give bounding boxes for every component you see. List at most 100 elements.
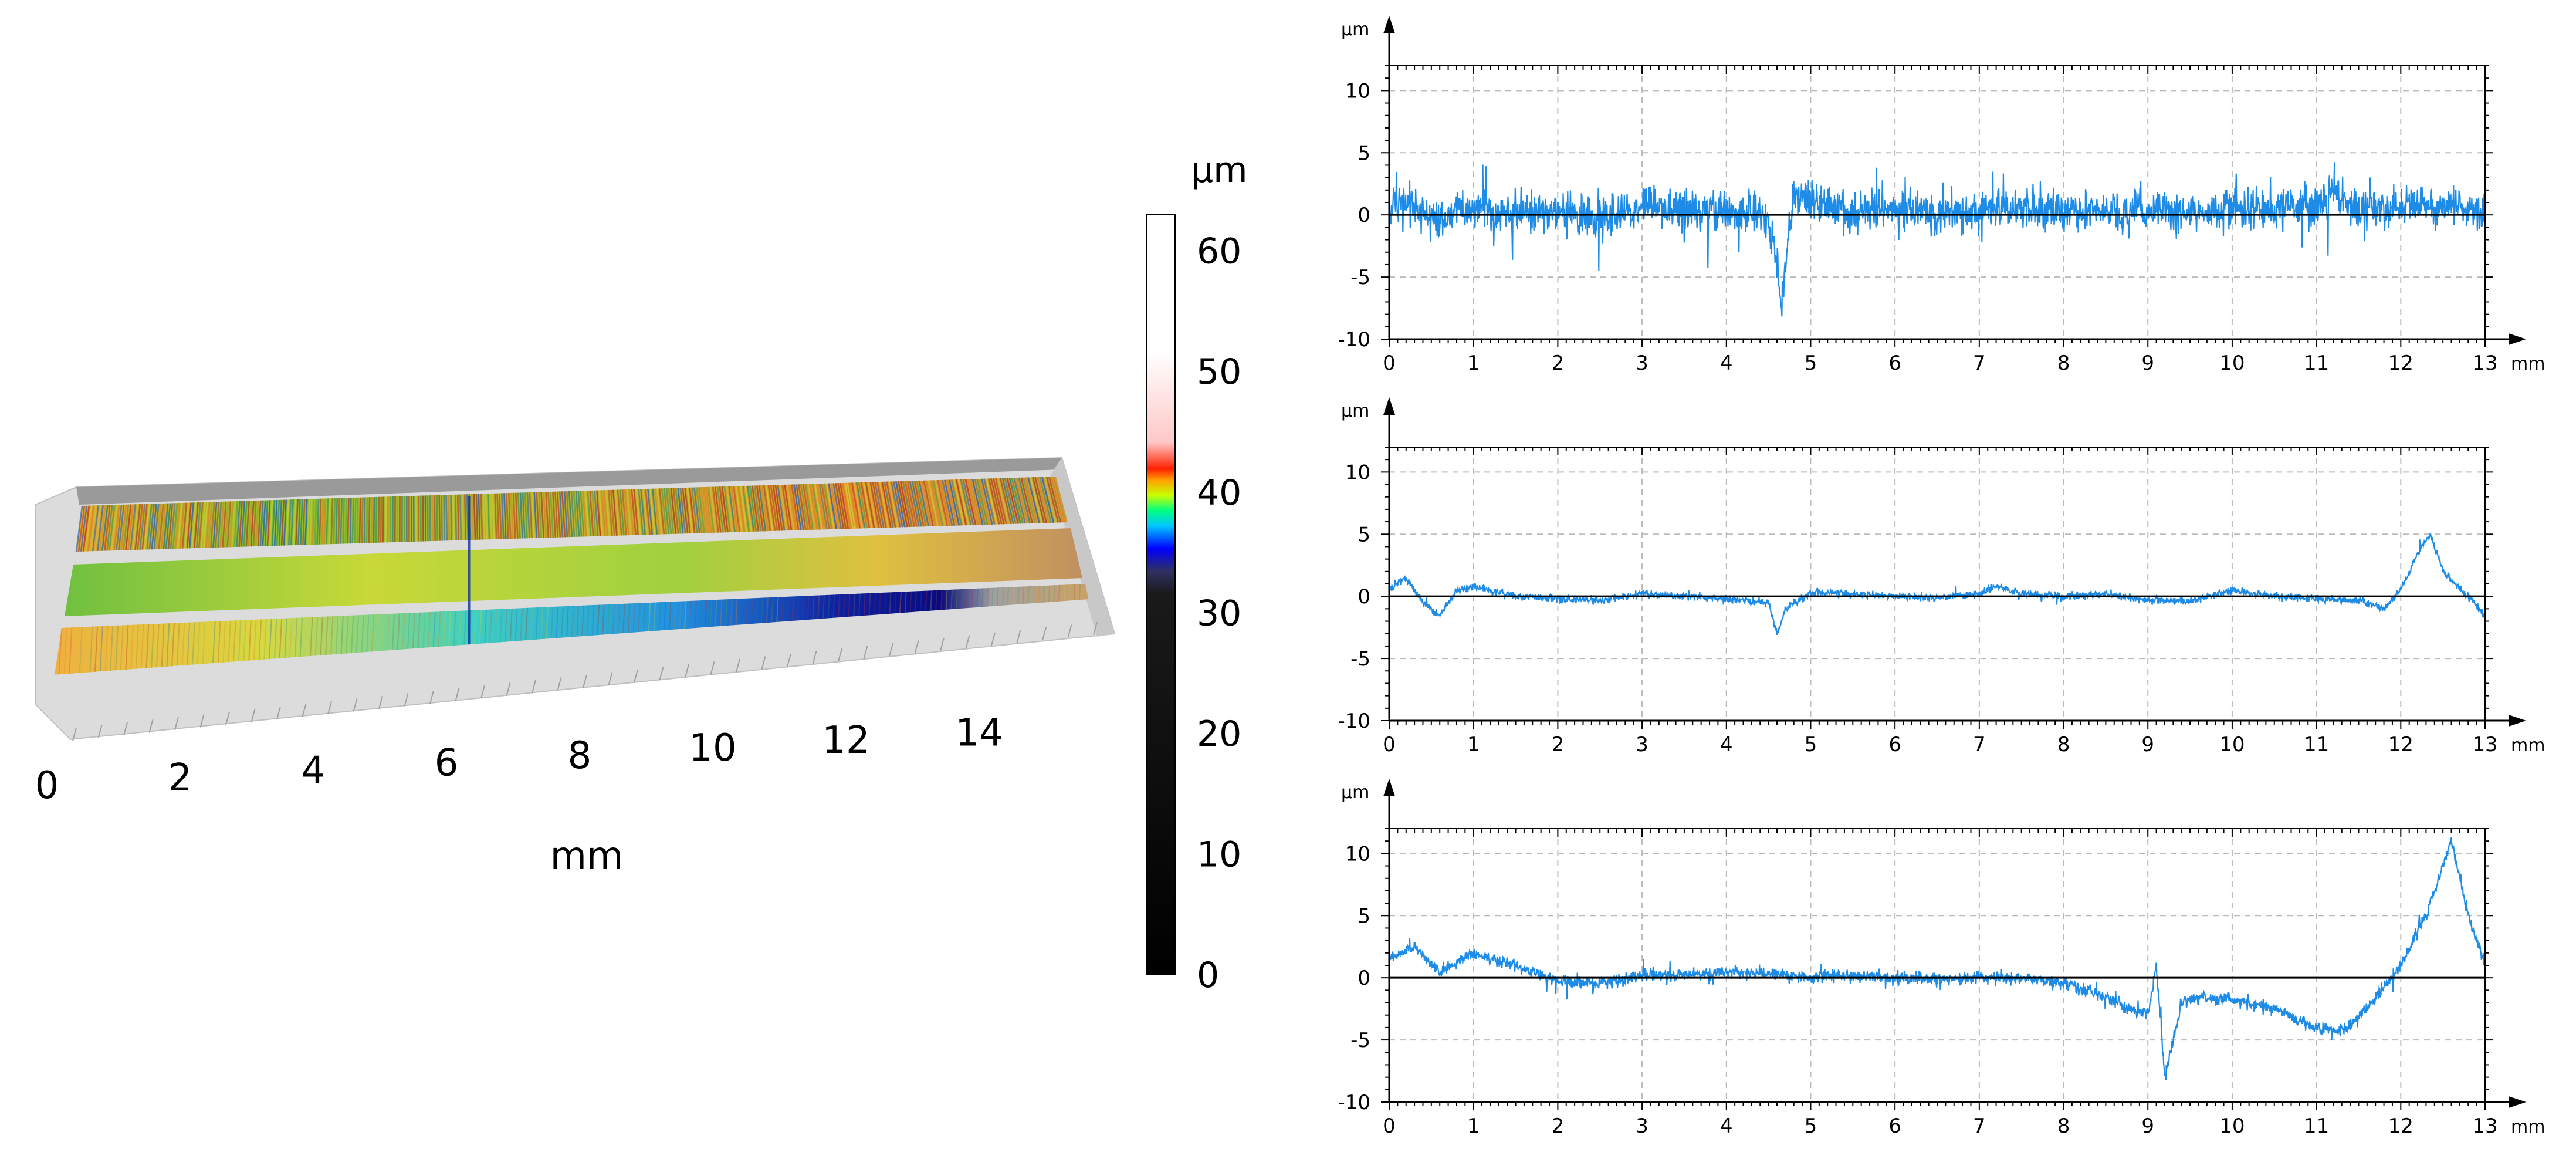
x-tick-label: 4 <box>1720 1114 1733 1138</box>
x-tick-label: 10 <box>2219 352 2245 375</box>
surface-3d-view: 0 2 4 6 8 10 12 14 mm <box>35 457 1116 878</box>
y-axis-arrow <box>1383 16 1395 33</box>
x-tick-label: 8 <box>2057 1114 2070 1138</box>
x-tick-label: 9 <box>2141 1114 2154 1138</box>
colorbar-tick-label: 60 <box>1197 231 1241 272</box>
surface-x-tick-label: 0 <box>35 764 59 807</box>
surface-x-tick-label: 2 <box>168 756 192 800</box>
x-tick-label: 1 <box>1467 352 1480 375</box>
x-axis-arrow <box>2509 333 2526 345</box>
x-tick-label: 2 <box>1552 1114 1565 1138</box>
y-axis-label: µm <box>1341 401 1369 421</box>
y-tick-label: -10 <box>1338 1091 1370 1114</box>
colorbar-unit: µm <box>1191 150 1248 191</box>
x-tick-label: 10 <box>2219 733 2245 756</box>
plot-area <box>1389 829 2485 1102</box>
x-axis-label: mm <box>2511 354 2545 374</box>
x-tick-label: 1 <box>1467 1114 1480 1138</box>
surface-right-wall <box>1050 458 1115 637</box>
x-tick-label: 12 <box>2388 352 2413 375</box>
y-tick-label: -10 <box>1338 328 1370 352</box>
surface-x-tick-label: 10 <box>689 727 736 770</box>
colorbar-tick-label: 20 <box>1197 714 1241 755</box>
y-tick-label: 0 <box>1358 585 1370 609</box>
surface-back-wall <box>76 458 1062 505</box>
x-tick-label: 2 <box>1552 352 1565 375</box>
colorbar-tick-label: 50 <box>1197 352 1241 393</box>
y-axis-arrow <box>1383 779 1395 796</box>
x-tick-label: 2 <box>1552 733 1565 756</box>
profile-line <box>1389 837 2486 1080</box>
x-tick-label: 10 <box>2219 1114 2245 1138</box>
surface-x-tick-label: 4 <box>302 749 326 792</box>
x-tick-label: 6 <box>1888 1114 1901 1138</box>
y-tick-label: 5 <box>1358 523 1370 546</box>
y-axis-label: µm <box>1341 19 1369 40</box>
x-tick-label: 0 <box>1383 1114 1396 1138</box>
y-tick-label: 5 <box>1358 141 1370 165</box>
x-tick-label: 9 <box>2141 352 2154 375</box>
x-tick-label: 12 <box>2388 733 2413 756</box>
x-tick-label: 3 <box>1636 733 1648 756</box>
x-axis-arrow <box>2509 1096 2526 1108</box>
y-tick-label: 5 <box>1358 904 1370 928</box>
x-axis-label: mm <box>2511 1117 2545 1137</box>
x-tick-label: 3 <box>1636 1114 1648 1138</box>
y-tick-label: -5 <box>1350 266 1370 289</box>
colorbar-ticks: 0 10 20 30 40 50 60 <box>1197 231 1241 996</box>
x-tick-label: 11 <box>2304 352 2329 375</box>
x-tick-label: 6 <box>1888 352 1901 375</box>
x-tick-label: 11 <box>2304 1114 2329 1138</box>
surface-x-unit: mm <box>550 834 624 878</box>
colorbar-scale <box>1146 214 1176 975</box>
y-axis-label: µm <box>1341 782 1369 803</box>
x-tick-label: 9 <box>2141 733 2154 756</box>
x-tick-label: 5 <box>1805 1114 1817 1138</box>
x-tick-label: 6 <box>1888 733 1901 756</box>
x-tick-label: 5 <box>1805 352 1817 375</box>
colorbar-tick-label: 10 <box>1197 834 1241 875</box>
x-tick-label: 0 <box>1383 352 1396 375</box>
y-tick-label: 0 <box>1358 204 1370 227</box>
x-tick-label: 7 <box>1973 733 1986 756</box>
surface-x-tick-label: 8 <box>568 734 592 778</box>
x-tick-label: 4 <box>1720 733 1733 756</box>
y-tick-label: -5 <box>1350 1029 1370 1052</box>
surface-x-tick-label: 6 <box>435 742 459 785</box>
colorbar: µm 0 10 20 30 40 50 60 <box>1146 150 1248 996</box>
colorbar-tick-label: 40 <box>1197 472 1241 513</box>
x-tick-label: 7 <box>1973 1114 1986 1138</box>
y-tick-label: 10 <box>1345 461 1370 484</box>
colorbar-tick-label: 0 <box>1197 955 1219 996</box>
surface-x-tick-label: 14 <box>955 711 1003 755</box>
colorbar-tick-label: 30 <box>1197 593 1241 634</box>
surface-strip-2 <box>65 528 1082 616</box>
x-axis-label: mm <box>2511 735 2545 756</box>
x-tick-label: 13 <box>2472 1114 2497 1138</box>
surface-x-axis: 0 2 4 6 8 10 12 14 <box>35 621 1098 807</box>
y-tick-label: 10 <box>1345 842 1370 866</box>
x-axis-arrow <box>2509 715 2526 727</box>
x-tick-label: 4 <box>1720 352 1733 375</box>
x-tick-label: 5 <box>1805 733 1817 756</box>
x-tick-label: 8 <box>2057 733 2070 756</box>
x-tick-label: 13 <box>2472 733 2497 756</box>
x-tick-label: 3 <box>1636 352 1648 375</box>
x-tick-label: 7 <box>1973 352 1986 375</box>
y-tick-label: -10 <box>1338 709 1370 733</box>
x-tick-label: 11 <box>2304 733 2329 756</box>
plot-area <box>1389 447 2485 721</box>
y-tick-label: -5 <box>1350 647 1370 671</box>
x-tick-label: 12 <box>2388 1114 2413 1138</box>
x-tick-label: 1 <box>1467 733 1480 756</box>
profile-line <box>1388 162 2486 317</box>
y-tick-label: 0 <box>1358 967 1370 990</box>
y-axis-arrow <box>1383 397 1395 415</box>
y-tick-label: 10 <box>1345 79 1370 103</box>
x-tick-label: 13 <box>2472 352 2497 375</box>
x-tick-label: 0 <box>1383 733 1396 756</box>
